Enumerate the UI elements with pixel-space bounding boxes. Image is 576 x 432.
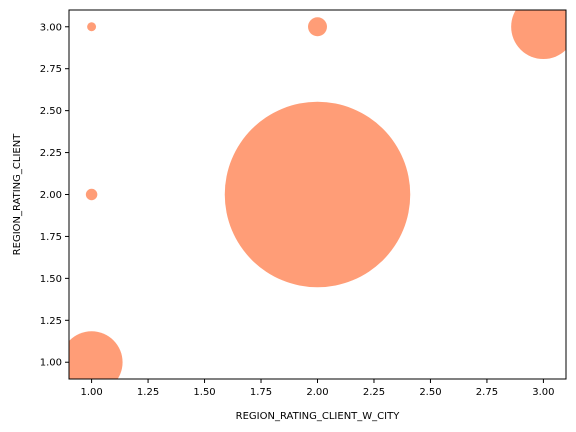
- y-tick-label: 2.25: [40, 148, 62, 159]
- x-tick-label: 1.75: [250, 387, 272, 398]
- y-tick-label: 1.50: [40, 274, 62, 285]
- x-tick-label: 2.00: [306, 387, 328, 398]
- x-tick-label: 1.25: [137, 387, 159, 398]
- x-tick-label: 1.50: [193, 387, 215, 398]
- y-axis: 1.00 1.25 1.50 1.75 2.00 2.25 2.50 2.75 3.00: [40, 22, 69, 369]
- bubble-point-2: [87, 22, 97, 32]
- y-tick-label: 2.00: [40, 190, 62, 201]
- x-axis-title: REGION_RATING_CLIENT_W_CITY: [236, 411, 401, 422]
- x-axis: 1.00 1.25 1.50 1.75 2.00 2.25 2.50 2.75 3.00: [80, 379, 555, 398]
- y-tick-label: 1.00: [40, 358, 62, 369]
- bubble-point-1: [85, 188, 98, 201]
- x-tick-label: 3.00: [532, 387, 554, 398]
- y-tick-label: 1.75: [40, 232, 62, 243]
- y-axis-title: REGION_RATING_CLIENT: [12, 133, 23, 256]
- points-layer: [69, 10, 566, 379]
- y-tick-label: 2.75: [40, 64, 62, 75]
- y-tick-label: 2.50: [40, 106, 62, 117]
- y-tick-label: 1.25: [40, 316, 62, 327]
- y-tick-label: 3.00: [40, 22, 62, 33]
- x-tick-label: 2.25: [363, 387, 385, 398]
- bubble-point-4: [308, 17, 327, 37]
- x-tick-label: 2.50: [419, 387, 441, 398]
- x-tick-label: 1.00: [80, 387, 102, 398]
- bubble-point-0: [69, 331, 123, 379]
- x-tick-label: 2.75: [476, 387, 498, 398]
- bubble-point-3: [224, 101, 411, 288]
- bubble-point-5: [511, 10, 566, 60]
